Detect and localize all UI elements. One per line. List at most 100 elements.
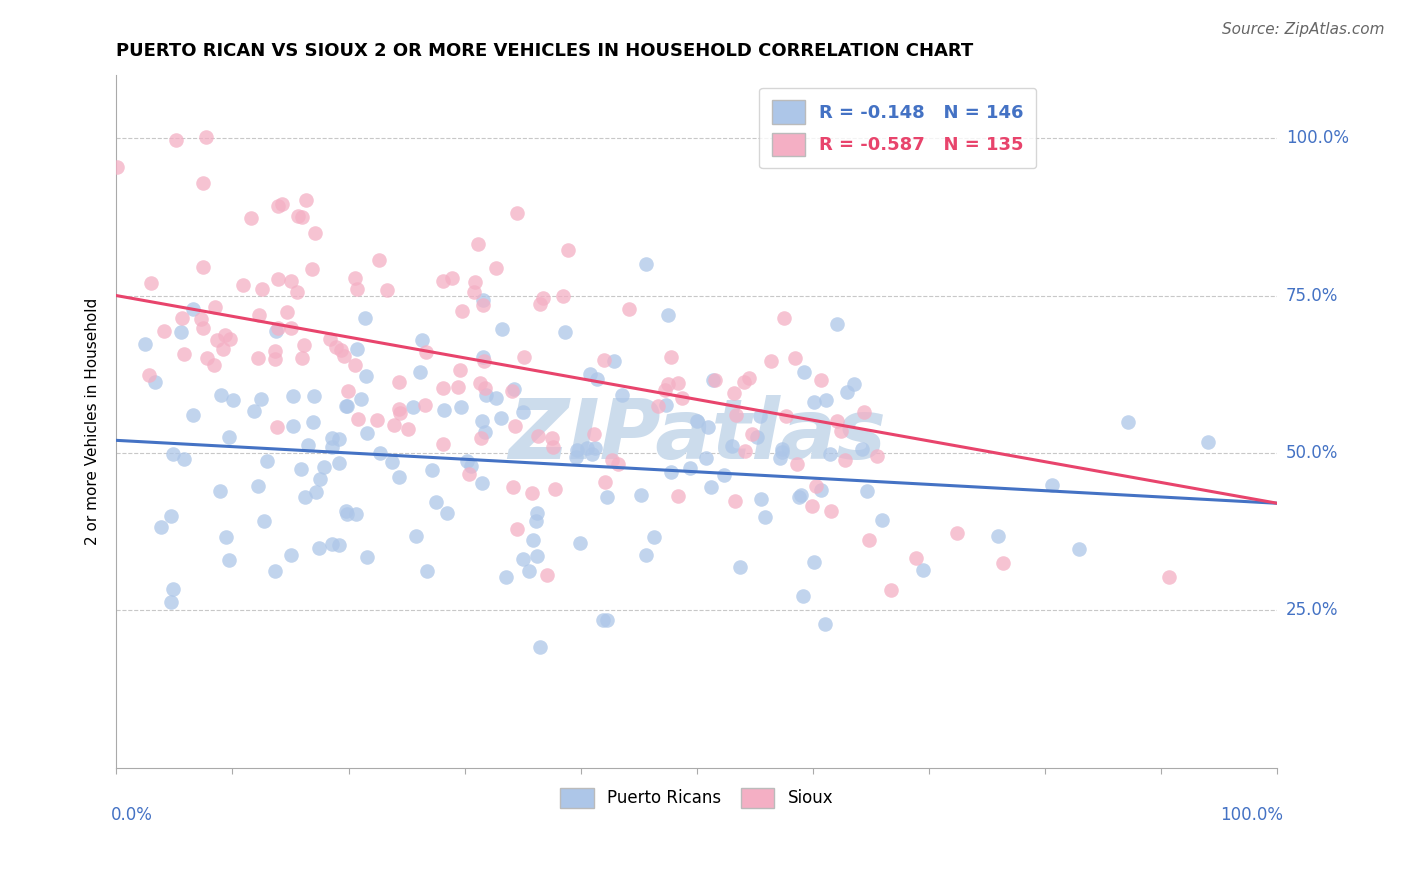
Point	[666, 489, 689, 503]
Point	[634, 256, 657, 270]
Point	[143, 375, 166, 389]
Point	[344, 507, 367, 521]
Point	[463, 285, 485, 300]
Point	[526, 549, 548, 564]
Point	[551, 288, 574, 302]
Point	[866, 449, 889, 463]
Point	[1116, 415, 1139, 429]
Point	[526, 506, 548, 520]
Point	[314, 459, 336, 474]
Point	[433, 403, 456, 417]
Y-axis label: 2 or more Vehicles in Household: 2 or more Vehicles in Household	[86, 298, 100, 545]
Point	[291, 211, 314, 225]
Point	[565, 443, 588, 458]
Point	[801, 499, 824, 513]
Point	[402, 400, 425, 414]
Point	[267, 272, 290, 286]
Text: 0.0%: 0.0%	[111, 805, 152, 824]
Point	[304, 227, 326, 241]
Point	[375, 284, 398, 298]
Point	[772, 442, 794, 456]
Point	[505, 522, 527, 536]
Point	[810, 483, 832, 498]
Point	[346, 282, 368, 296]
Point	[586, 372, 609, 386]
Point	[830, 424, 852, 438]
Point	[267, 199, 290, 213]
Point	[432, 273, 454, 287]
Point	[912, 563, 935, 577]
Point	[335, 504, 357, 518]
Point	[872, 513, 894, 527]
Point	[415, 345, 437, 359]
Point	[162, 447, 184, 461]
Point	[280, 548, 302, 562]
Point	[266, 419, 288, 434]
Point	[733, 375, 755, 389]
Point	[1197, 434, 1219, 449]
Point	[502, 480, 524, 494]
Point	[389, 406, 412, 420]
Point	[820, 447, 842, 461]
Point	[218, 553, 240, 567]
Point	[139, 276, 162, 290]
Point	[420, 463, 443, 477]
Point	[520, 486, 543, 500]
Point	[242, 404, 264, 418]
Point	[472, 353, 495, 368]
Point	[786, 457, 808, 471]
Point	[247, 351, 270, 365]
Point	[333, 349, 356, 363]
Point	[654, 383, 676, 397]
Point	[302, 415, 325, 429]
Point	[425, 495, 447, 509]
Point	[544, 482, 567, 496]
Point	[834, 453, 856, 467]
Point	[512, 552, 534, 566]
Point	[851, 442, 873, 457]
Point	[294, 490, 316, 504]
Point	[344, 358, 367, 372]
Point	[336, 400, 359, 414]
Point	[356, 550, 378, 565]
Point	[987, 529, 1010, 543]
Point	[724, 493, 747, 508]
Point	[321, 440, 343, 454]
Point	[595, 491, 617, 505]
Point	[343, 271, 366, 285]
Point	[458, 467, 481, 481]
Text: 25.0%: 25.0%	[1286, 601, 1339, 619]
Point	[181, 408, 204, 422]
Point	[354, 311, 377, 326]
Point	[169, 325, 191, 339]
Legend: Puerto Ricans, Sioux: Puerto Ricans, Sioux	[554, 781, 841, 814]
Point	[704, 374, 727, 388]
Point	[783, 351, 806, 365]
Point	[557, 243, 579, 257]
Point	[749, 491, 772, 506]
Point	[287, 209, 309, 223]
Point	[460, 458, 482, 473]
Point	[647, 399, 669, 413]
Point	[773, 311, 796, 326]
Text: Source: ZipAtlas.com: Source: ZipAtlas.com	[1222, 22, 1385, 37]
Text: ZIPatlas: ZIPatlas	[508, 395, 886, 475]
Point	[603, 353, 626, 368]
Point	[354, 369, 377, 384]
Point	[600, 452, 623, 467]
Point	[432, 382, 454, 396]
Point	[441, 270, 464, 285]
Point	[368, 446, 391, 460]
Point	[568, 535, 591, 549]
Point	[1040, 477, 1063, 491]
Point	[388, 375, 411, 389]
Point	[366, 413, 388, 427]
Point	[211, 342, 233, 356]
Point	[721, 439, 744, 453]
Point	[447, 380, 470, 394]
Point	[517, 564, 540, 578]
Point	[506, 205, 529, 219]
Point	[1069, 542, 1091, 557]
Point	[396, 422, 419, 436]
Point	[592, 613, 614, 627]
